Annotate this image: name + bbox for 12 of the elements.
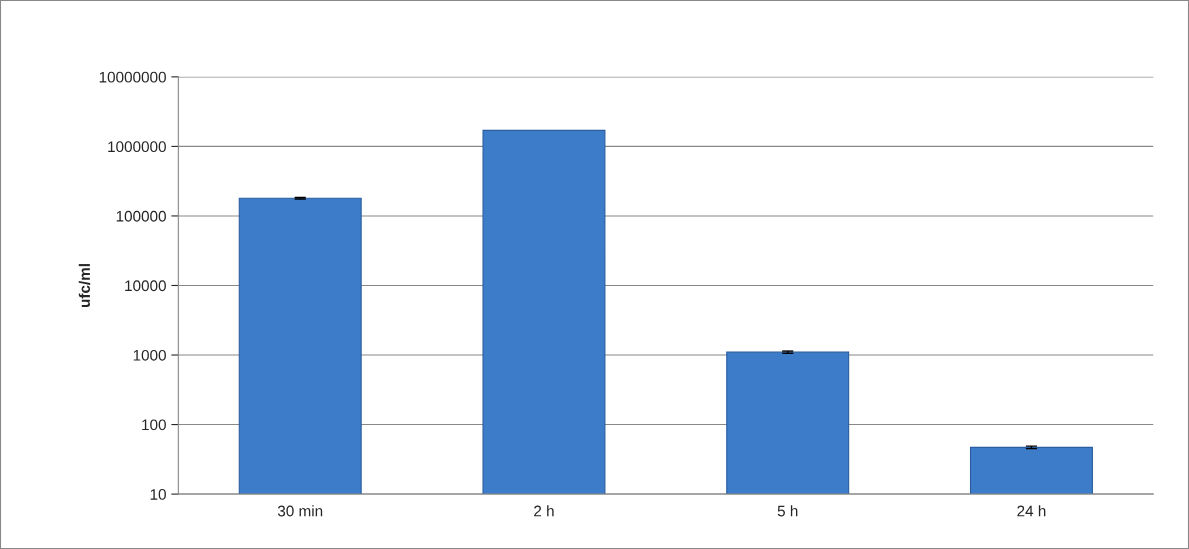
y-tick-label: 1000000 [108, 141, 166, 153]
x-tick-label: 24 h [1017, 505, 1046, 517]
y-tick-label: 1000 [133, 349, 166, 361]
y-tick-label: 100000 [116, 210, 166, 222]
y-axis-title: ufc/ml [78, 264, 91, 308]
x-tick-label: 30 min [277, 505, 323, 517]
y-tick-label: 10000000 [99, 71, 166, 83]
y-tick-label: 10 [150, 488, 166, 500]
y-tick-label: 100 [142, 419, 166, 431]
x-tick-label: 5 h [777, 505, 798, 517]
y-tick-label: 10000 [125, 280, 166, 292]
x-tick-label: 2 h [534, 505, 554, 517]
